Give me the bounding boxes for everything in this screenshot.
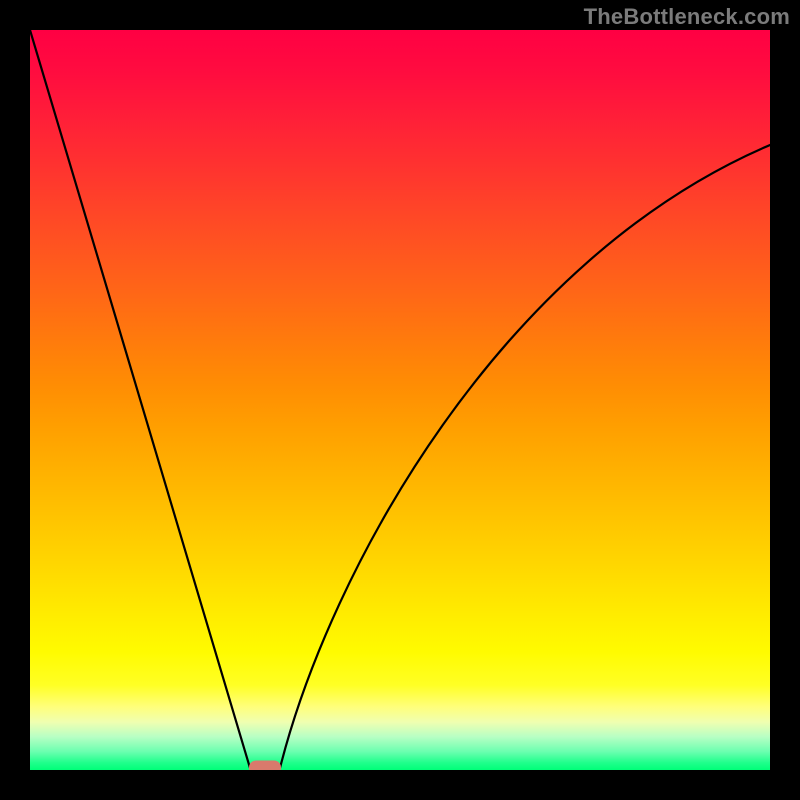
watermark-text: TheBottleneck.com xyxy=(584,4,790,30)
chart-svg xyxy=(30,30,770,770)
plot-area xyxy=(30,30,770,770)
optimal-marker xyxy=(249,761,281,771)
chart-container: TheBottleneck.com xyxy=(0,0,800,800)
